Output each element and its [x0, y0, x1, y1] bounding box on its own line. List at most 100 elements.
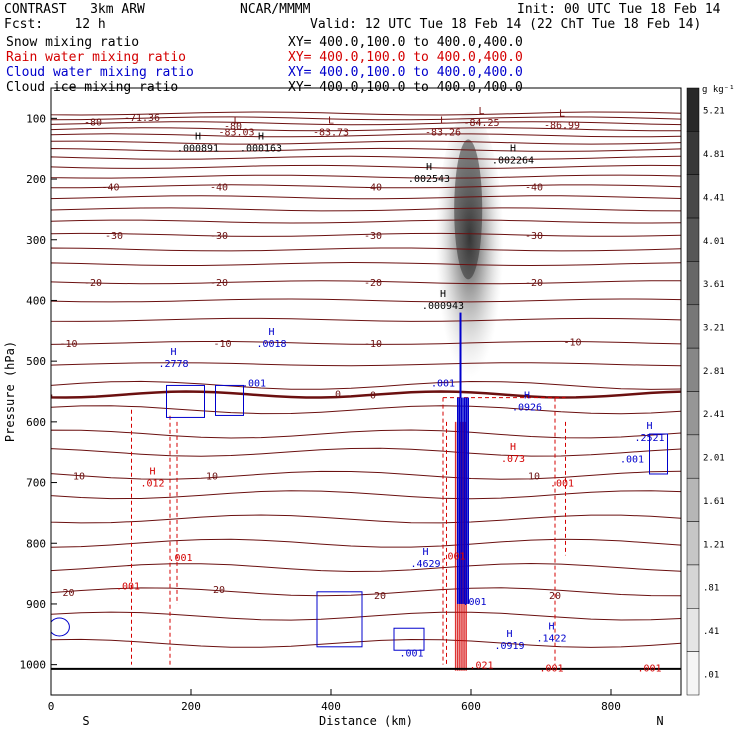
isotherm-label: -80: [224, 122, 242, 133]
valid-time: Valid: 12 UTC Tue 18 Feb 14 (22 ChT Tue …: [310, 17, 702, 32]
y-tick-label: 200: [26, 173, 46, 186]
contour-value-label: .001: [431, 378, 455, 389]
cloud-water-contour: [166, 384, 205, 418]
extremum-value: .0926: [512, 403, 542, 414]
isotherm-label: -10: [59, 339, 77, 350]
isotherm-label: 0: [370, 391, 376, 402]
extremum-marker: H: [268, 327, 274, 338]
y-tick-label: 300: [26, 234, 46, 247]
isotherm-label: -20: [525, 278, 543, 289]
colorbar-swatch: [686, 608, 700, 652]
isotherm-label: -30: [105, 231, 123, 242]
cloud-ice-core: [454, 139, 483, 280]
y-tick-label: 600: [26, 416, 46, 429]
extremum-marker: L: [559, 108, 565, 119]
isotherm-label: 0: [335, 389, 341, 400]
forecast-hour: Fcst: 12 h: [4, 17, 106, 32]
contour-value-label: .001: [550, 479, 574, 490]
isotherm-line: [51, 207, 681, 212]
x-tick-label: 600: [461, 700, 481, 713]
x-tick-label: 0: [48, 700, 55, 713]
extremum-value: -83.73: [313, 128, 349, 139]
isotherm-label: -20: [210, 278, 228, 289]
extremum-marker: L: [233, 116, 239, 127]
extremum-marker: L: [440, 116, 446, 127]
isotherm-label: -40: [210, 182, 228, 193]
isotherm-line: [51, 362, 681, 367]
x-tick-label: 400: [321, 700, 341, 713]
isotherm-label: -30: [210, 231, 228, 242]
isotherm-label: -40: [101, 182, 119, 193]
isotherm-label: 10: [528, 471, 540, 482]
extremum-value: .4629: [410, 559, 440, 570]
isotherm-line: [51, 538, 681, 548]
extremum-value: .1422: [536, 633, 566, 644]
colorbar-label: 3.61: [703, 280, 725, 290]
colorbar-swatch: [686, 477, 700, 522]
extremum-value: .000891: [177, 143, 219, 154]
rain-core: [454, 421, 457, 671]
cloud-water-contour: [393, 627, 425, 651]
extremum-value: .002264: [492, 156, 534, 167]
cloud-water-contour: [51, 617, 70, 637]
isotherm-label: 20: [374, 591, 386, 602]
cloud-water-contour: [649, 433, 668, 475]
extremum-value: -84.25: [463, 118, 499, 129]
isotherm-line: [51, 111, 681, 116]
cloud-water-core: [464, 397, 466, 604]
isotherm-line: [51, 195, 681, 200]
isotherm-label: 10: [206, 471, 218, 482]
extremum-marker: H: [548, 621, 554, 632]
extremum-value: .012: [140, 478, 164, 489]
x-tick-label: 200: [181, 700, 201, 713]
colorbar-swatch: [686, 174, 700, 219]
isotherm-label: -71.36: [124, 113, 160, 124]
colorbar-label: 4.41: [703, 193, 725, 203]
direction-north: N: [656, 714, 663, 728]
colorbar-label: 2.81: [703, 367, 725, 377]
extremum-marker: H: [258, 131, 264, 142]
field-xy-cloud-water: XY= 400.0,100.0 to 400.0,400.0: [288, 65, 523, 80]
colorbar-label: 1.21: [703, 540, 725, 550]
isotherm-label: -80: [84, 117, 102, 128]
colorbar-label: 5.21: [703, 107, 725, 117]
isotherm-line: [51, 447, 681, 457]
isotherm-line: [51, 380, 681, 390]
isotherm-line: [51, 219, 681, 224]
extremum-marker: L: [478, 106, 484, 117]
extremum-marker: H: [646, 421, 652, 432]
extremum-value: .2521: [634, 433, 664, 444]
isotherm-line: [51, 317, 681, 322]
isotherm-line: [51, 121, 681, 126]
isotherm-line: [51, 562, 681, 573]
isotherm-label: -30: [364, 231, 382, 242]
contour-value-label: .001: [399, 649, 423, 660]
isotherm-label: 10: [73, 471, 85, 482]
extremum-value: .0919: [494, 641, 524, 652]
isotherm-line: [51, 184, 681, 189]
cloud-water-core: [458, 397, 461, 604]
isotherm-line: [51, 340, 681, 345]
isotherm-line: [51, 638, 681, 648]
init-time: Init: 00 UTC Tue 18 Feb 14: [517, 2, 721, 17]
colorbar-swatch: [686, 304, 700, 349]
colorbar-label: 3.21: [703, 323, 725, 333]
isotherm-line: [51, 490, 681, 500]
cloud-water-core: [462, 397, 464, 604]
isotherm-line: [51, 514, 681, 524]
y-tick-label: 100: [26, 112, 46, 125]
extremum-marker: L: [328, 116, 334, 127]
extremum-value: .000163: [240, 143, 282, 154]
extremum-marker: H: [506, 629, 512, 640]
isotherm-line: [51, 280, 681, 285]
contour-value-label: .001: [441, 551, 465, 562]
colorbar-label: .41: [703, 627, 719, 637]
isotherm-label: -30: [525, 231, 543, 242]
isotherm-line: [51, 155, 681, 160]
y-tick-label: 500: [26, 355, 46, 368]
extremum-marker: H: [149, 466, 155, 477]
isotherm-line: [51, 611, 681, 621]
colorbar-swatch: [686, 261, 700, 306]
cloud-water-contour: [215, 384, 244, 416]
extremum-marker: H: [426, 162, 432, 173]
